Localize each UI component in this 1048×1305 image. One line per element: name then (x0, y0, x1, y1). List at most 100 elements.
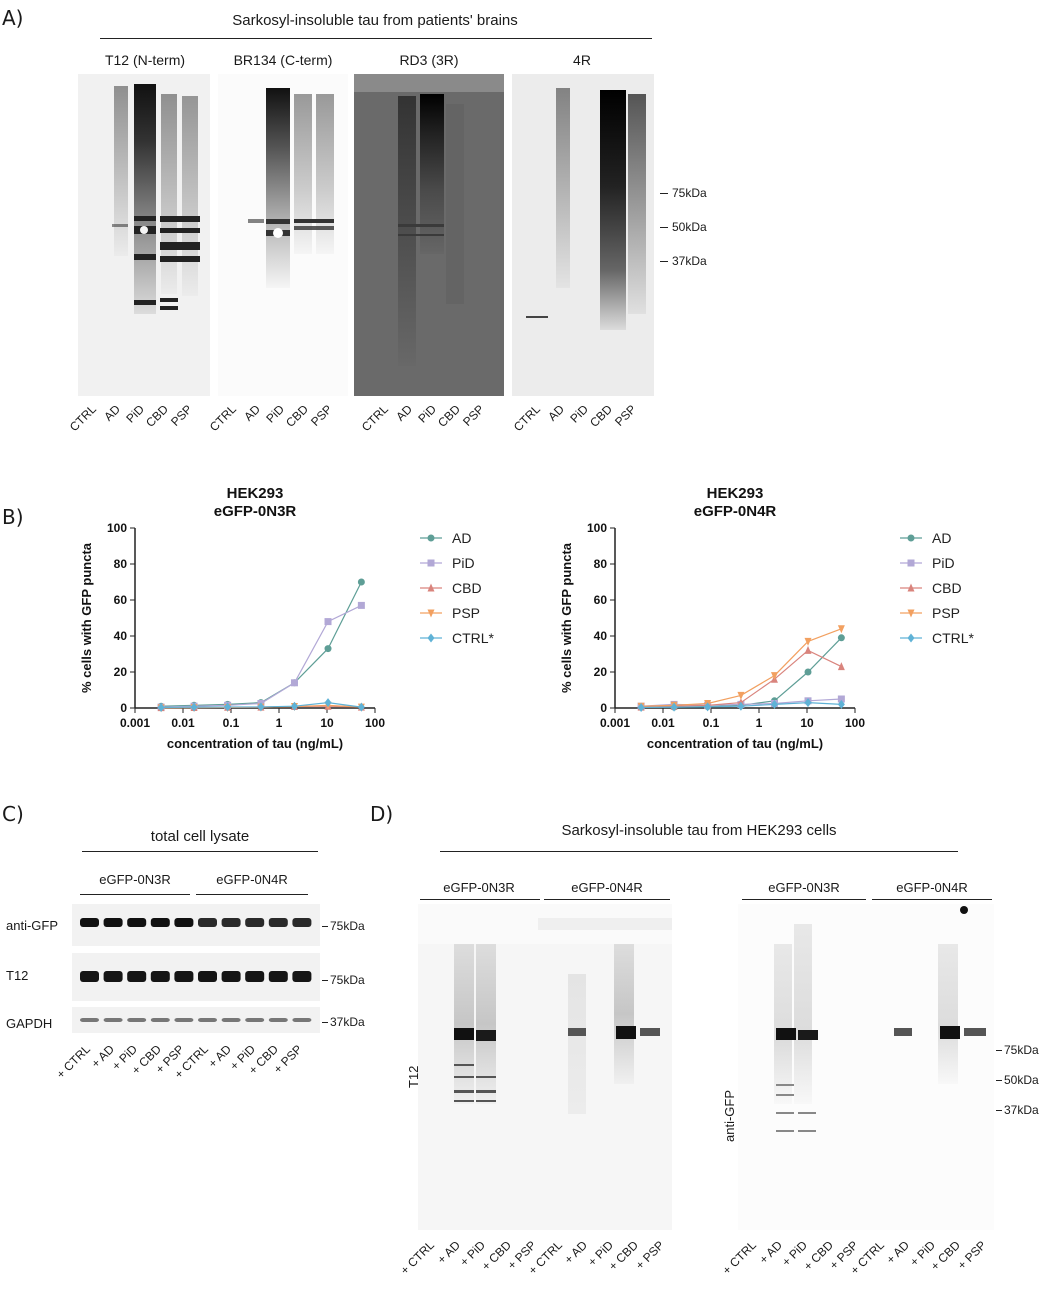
panel-d-blot1-group1-rule (420, 899, 540, 900)
panel-a-title-rule (100, 38, 652, 39)
y-tick-label: 0 (600, 701, 607, 715)
legend-label: CTRL* (452, 630, 495, 646)
mw-tick-50 (660, 227, 668, 228)
row-label-gapdh: GAPDH (6, 1016, 53, 1031)
c-mw-label-1: 75kDa (330, 919, 365, 933)
legend-label: CTRL* (932, 630, 975, 646)
panel-c-title: total cell lysate (150, 828, 250, 845)
x-tick-label: 1 (756, 716, 763, 730)
chart-subtitle: eGFP-0N3R (214, 503, 297, 520)
x-axis-label: concentration of tau (ng/mL) (647, 736, 823, 751)
y-tick-label: 60 (114, 593, 128, 607)
c-mw-tick-2 (322, 980, 328, 981)
panel-a-letter: A) (2, 6, 24, 30)
y-axis-label: % cells with GFP puncta (79, 542, 94, 693)
legend-label: AD (452, 530, 471, 546)
data-point (837, 634, 845, 642)
legend-entry: CBD (900, 580, 962, 596)
mw-label-50: 50kDa (672, 220, 707, 234)
legend-entry: PiD (900, 555, 955, 571)
blot-c-t12 (72, 953, 320, 1001)
data-point (837, 662, 845, 671)
blot-c-gapdh (72, 1007, 320, 1033)
legend-label: CBD (452, 580, 482, 596)
chart-title: HEK293 (227, 485, 284, 502)
legend-entry: PiD (420, 555, 475, 571)
data-point (770, 672, 778, 681)
series-ctrl (637, 698, 845, 712)
data-point (907, 559, 915, 567)
c-mw-label-3: 37kDa (330, 1015, 365, 1029)
data-point (837, 695, 845, 703)
blot-d-t12-image (418, 904, 672, 1114)
blot-rd3 (354, 74, 504, 396)
data-point (427, 534, 435, 542)
x-tick-label: 10 (800, 716, 814, 730)
x-tick-label: 0.001 (120, 716, 150, 730)
x-tick-label: 0.01 (171, 716, 195, 730)
data-point (907, 633, 915, 643)
d-mw-label-37: 37kDa (1004, 1103, 1039, 1117)
panel-d-title-rule (440, 851, 958, 852)
data-point (427, 559, 435, 567)
series-ctrl (157, 698, 365, 712)
data-point (704, 702, 712, 712)
data-point (907, 583, 915, 592)
y-tick-label: 0 (120, 701, 127, 715)
blot-d-t12 (418, 904, 672, 1230)
d-mw-tick-37 (996, 1110, 1002, 1111)
data-point (324, 618, 332, 626)
data-point (257, 702, 265, 712)
panel-c-letter: C) (2, 802, 24, 826)
panel-d-blot2-group2: eGFP-0N4R (896, 880, 968, 895)
y-axis-label: % cells with GFP puncta (559, 542, 574, 693)
legend-label: PiD (932, 555, 955, 571)
blot-c-anti-gfp (72, 904, 320, 946)
legend-entry: CTRL* (900, 630, 975, 646)
legend-label: CBD (932, 580, 962, 596)
data-point (637, 702, 645, 712)
x-tick-label: 0.001 (600, 716, 630, 730)
data-point (837, 699, 845, 709)
y-tick-label: 40 (594, 629, 608, 643)
panel-c-group2: eGFP-0N4R (216, 872, 288, 887)
y-tick-label: 60 (594, 593, 608, 607)
panel-d-blot1-group1: eGFP-0N3R (443, 880, 515, 895)
data-point (357, 702, 365, 712)
x-tick-label: 0.1 (703, 716, 720, 730)
chart-title: HEK293 (707, 485, 764, 502)
panel-d-blot2-group1: eGFP-0N3R (768, 880, 840, 895)
mw-label-37: 37kDa (672, 254, 707, 268)
data-point (427, 583, 435, 592)
data-point (224, 702, 232, 712)
blot-label-br134: BR134 (C-term) (233, 52, 333, 68)
y-tick-label: 40 (114, 629, 128, 643)
blot-label-rd3: RD3 (3R) (399, 52, 459, 68)
c-mw-tick-1 (322, 926, 328, 927)
data-point (737, 701, 745, 711)
blot-d-anti-gfp (738, 904, 994, 1230)
panel-c-group1: eGFP-0N3R (99, 872, 171, 887)
y-tick-label: 100 (587, 521, 607, 535)
c-mw-tick-3 (322, 1022, 328, 1023)
c-mw-label-2: 75kDa (330, 973, 365, 987)
data-point (324, 645, 332, 653)
panel-d-blot2-group2-rule (872, 899, 992, 900)
x-tick-label: 10 (320, 716, 334, 730)
x-tick-label: 1 (276, 716, 283, 730)
x-tick-label: 0.01 (651, 716, 675, 730)
panel-a-title: Sarkosyl-insoluble tau from patients' br… (232, 12, 518, 29)
row-label-t12: T12 (6, 968, 29, 983)
mw-label-75: 75kDa (672, 186, 707, 200)
panel-c-group1-rule (80, 894, 190, 895)
x-axis-label: concentration of tau (ng/mL) (167, 736, 343, 751)
legend-label: PSP (932, 605, 960, 621)
blot-label-t12: T12 (N-term) (104, 52, 186, 68)
panel-d-blot1-group2-rule (544, 899, 670, 900)
d-mw-tick-50 (996, 1080, 1002, 1081)
legend-label: AD (932, 530, 951, 546)
mw-tick-75 (660, 193, 668, 194)
data-point (190, 702, 198, 712)
x-tick-label: 100 (365, 716, 385, 730)
